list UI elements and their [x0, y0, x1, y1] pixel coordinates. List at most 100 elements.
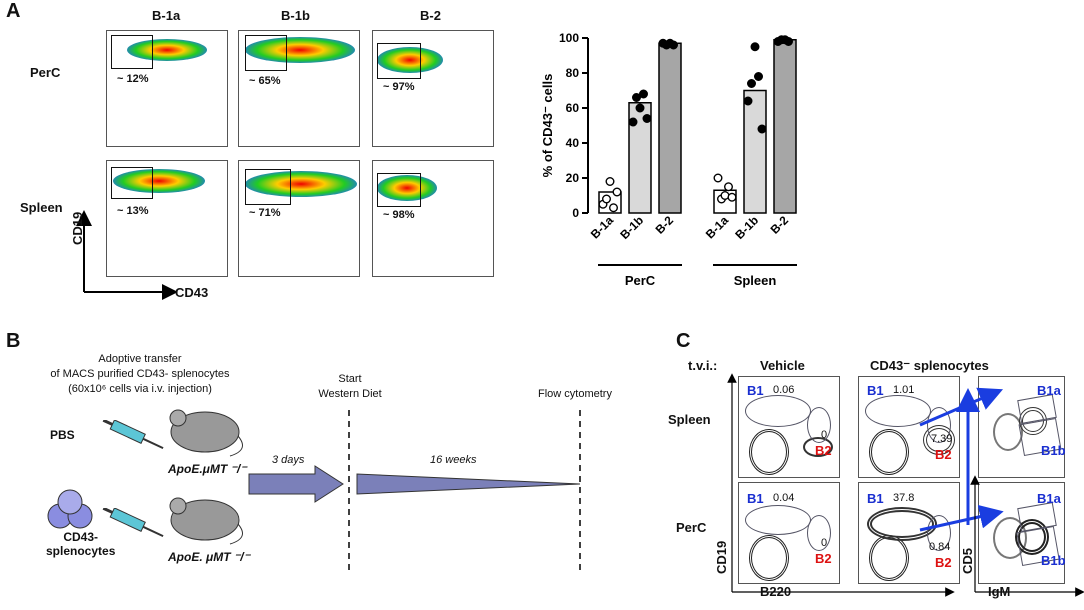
data-point — [783, 36, 793, 46]
days-label: 3 days — [272, 454, 305, 466]
transfer-text: Adoptive transfer of MACS purified CD43-… — [30, 352, 250, 397]
transfer-line2: of MACS purified CD43- splenocytes — [50, 368, 230, 380]
data-point — [713, 173, 723, 183]
panel-a-letter: A — [6, 0, 21, 22]
mouse2-label: ApoE. μMT ⁻/⁻ — [168, 550, 250, 564]
contour-spleen-cd43: B1 1.01 7.39 B2 — [858, 376, 960, 478]
panel-c-letter: C — [676, 330, 691, 352]
bar — [658, 42, 682, 214]
b1-gate-label: B1 — [747, 491, 764, 506]
flow-plot-spleen-b1b: ~ 71% — [238, 160, 360, 277]
flow-plot-perc-b1b: ~ 65% — [238, 30, 360, 147]
pct-perc-b1b: ~ 65% — [249, 75, 281, 87]
weeks-label: 16 weeks — [430, 454, 477, 466]
y-tick-label: 0 — [572, 206, 579, 220]
bar — [628, 102, 652, 214]
data-point — [723, 182, 733, 192]
data-point — [628, 117, 638, 127]
mouse-icon — [169, 409, 243, 457]
data-point — [605, 176, 615, 186]
panel-c-arrows — [727, 373, 1084, 597]
y-tick-label: 60 — [566, 101, 580, 115]
data-point — [757, 124, 767, 134]
vehicle-label: Vehicle — [760, 358, 805, 373]
b2-value: 0 — [821, 537, 828, 549]
transfer-line1: Adoptive transfer — [98, 353, 182, 365]
group-label: PerC — [625, 273, 656, 288]
data-point — [746, 79, 756, 89]
perc-row-label: PerC — [676, 520, 707, 535]
data-point — [753, 72, 763, 82]
panel-b-letter: B — [6, 330, 21, 352]
start-text: Start Western Diet — [310, 372, 390, 402]
start-line1: Start — [338, 373, 362, 385]
pct-spleen-b1b: ~ 71% — [249, 207, 281, 219]
y-axis-label: % of CD43⁻ cells — [540, 74, 555, 178]
contour-perc-vehicle: B1 0.04 0 B2 — [738, 482, 840, 584]
y-tick-label: 40 — [566, 136, 580, 150]
b2-gate-label: B2 — [935, 555, 952, 570]
mouse-icon — [169, 497, 243, 545]
x-tick-label: B-1b — [617, 213, 646, 242]
data-point — [668, 40, 678, 50]
pct-spleen-b2: ~ 98% — [383, 209, 415, 221]
pct-spleen-b1a: ~ 13% — [117, 205, 149, 217]
b1b-label: B1b — [1041, 553, 1066, 568]
b2-gate-label: B2 — [815, 443, 832, 458]
tvi-label: t.v.i.: — [688, 358, 718, 373]
x-tick-label: B-1b — [732, 213, 761, 242]
pct-perc-b2: ~ 97% — [383, 81, 415, 93]
b2-value: 0.84 — [929, 541, 951, 553]
contour-spleen-vehicle: B1 0.06 0 B2 — [738, 376, 840, 478]
contour-spleen-cd5: B1a B1b — [978, 376, 1066, 478]
panel-a-x-axis: CD43 — [175, 285, 209, 300]
data-point — [635, 103, 645, 113]
x-tick-label: B-2 — [768, 213, 792, 237]
row-label-perc: PerC — [30, 65, 61, 80]
b2-gate-label: B2 — [935, 447, 952, 462]
x-tick-label: B-2 — [653, 213, 677, 237]
panel-c-x-axis2: IgM — [988, 584, 1011, 599]
b1-value: 1.01 — [893, 384, 915, 396]
syringe-icon — [102, 420, 164, 450]
flow-cytometry-label: Flow cytometry — [538, 388, 612, 400]
row-label-spleen: Spleen — [20, 200, 63, 215]
pbs-label: PBS — [50, 428, 75, 442]
flow-plot-perc-b1a: ~ 12% — [106, 30, 228, 147]
start-line2: Western Diet — [318, 388, 382, 400]
b2-value: 7.39 — [931, 433, 953, 445]
b1b-label: B1b — [1041, 443, 1066, 458]
panel-a-y-axis: CD19 — [70, 211, 85, 245]
b1-value: 0.04 — [773, 492, 795, 504]
col-header-b1a: B-1a — [152, 8, 181, 23]
panel-c-y-axis2: CD5 — [960, 547, 975, 574]
bar — [743, 89, 767, 214]
cd43-splenocytes-header: CD43⁻ splenocytes — [870, 358, 989, 373]
data-point — [601, 194, 611, 204]
panel-c-y-axis: CD19 — [714, 540, 729, 574]
flow-plot-spleen-b2: ~ 98% — [372, 160, 494, 277]
b1a-label: B1a — [1037, 383, 1061, 398]
contour-perc-cd5: B1a B1b — [978, 482, 1066, 584]
data-point — [608, 203, 618, 213]
x-tick-label: B-1a — [588, 213, 617, 242]
cells-icon — [47, 489, 93, 529]
spleen-row-label: Spleen — [668, 412, 711, 427]
group-label: Spleen — [734, 273, 777, 288]
b1-value: 0.06 — [773, 384, 795, 396]
panel-a-axis-arrows — [76, 210, 178, 300]
b2-value: 0 — [821, 429, 828, 441]
data-point — [727, 192, 737, 202]
mouse1-label: ApoE.μMT ⁻/⁻ — [168, 462, 247, 476]
syringe-icon — [102, 508, 164, 538]
contour-perc-cd43: B1 37.8 0.84 B2 — [858, 482, 960, 584]
cd43-line2: splenocytes — [46, 544, 116, 558]
col-header-b1b: B-1b — [281, 8, 310, 23]
b2-gate-label: B2 — [815, 551, 832, 566]
flow-plot-spleen-b1a: ~ 13% — [106, 160, 228, 277]
transfer-line3: (60x10⁶ cells via i.v. injection) — [68, 383, 212, 395]
y-tick-label: 80 — [566, 66, 580, 80]
cd43-line1: CD43- — [63, 530, 99, 544]
data-point — [743, 96, 753, 106]
